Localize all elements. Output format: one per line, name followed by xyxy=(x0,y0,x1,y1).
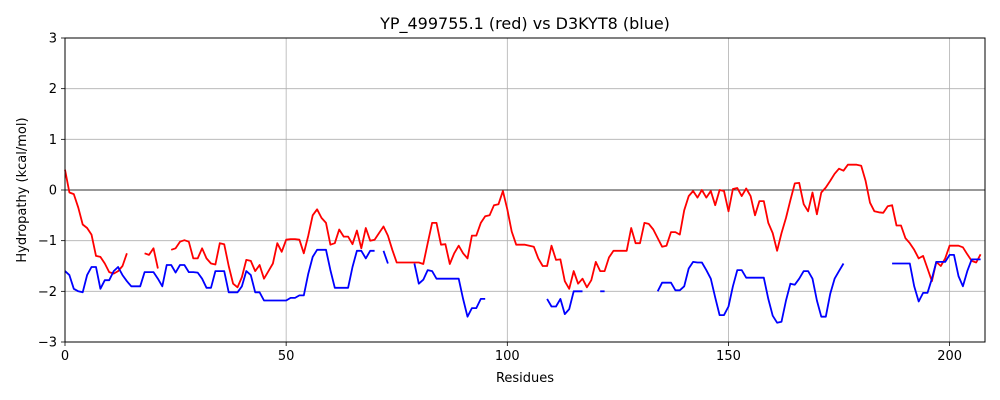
series-red xyxy=(64,163,982,290)
y-tick-label: 3 xyxy=(49,32,57,47)
series-line-segment xyxy=(892,253,981,303)
x-tick-label: 100 xyxy=(495,349,520,364)
x-tick-label: 200 xyxy=(937,349,962,364)
axis-ticks: 0 50 100 150 200 −3 −2 −1 0 1 2 3 xyxy=(38,32,962,365)
x-tick-label: 0 xyxy=(61,349,69,364)
y-tick-label: 1 xyxy=(49,133,57,148)
series-line-segment xyxy=(382,250,389,264)
x-tick-label: 150 xyxy=(716,349,741,364)
chart-title: YP_499755.1 (red) vs D3KYT8 (blue) xyxy=(379,14,670,34)
y-tick-label: −2 xyxy=(38,285,57,300)
series-lines xyxy=(64,163,982,324)
y-tick-label: 2 xyxy=(49,82,57,97)
x-tick-label: 50 xyxy=(278,349,295,364)
series-line-segment xyxy=(546,290,583,316)
x-axis-label: Residues xyxy=(496,371,554,386)
y-axis-label: Hydropathy (kcal/mol) xyxy=(15,117,30,262)
series-line-segment xyxy=(64,169,128,275)
series-line-segment xyxy=(413,263,486,318)
series-line-segment xyxy=(170,163,982,290)
y-tick-label: 0 xyxy=(49,184,57,199)
y-tick-label: −3 xyxy=(38,336,57,351)
series-line-segment xyxy=(656,260,845,324)
series-line-segment xyxy=(64,248,375,302)
series-line-segment xyxy=(144,247,159,269)
series-blue xyxy=(64,248,981,324)
y-tick-label: −1 xyxy=(38,234,57,249)
